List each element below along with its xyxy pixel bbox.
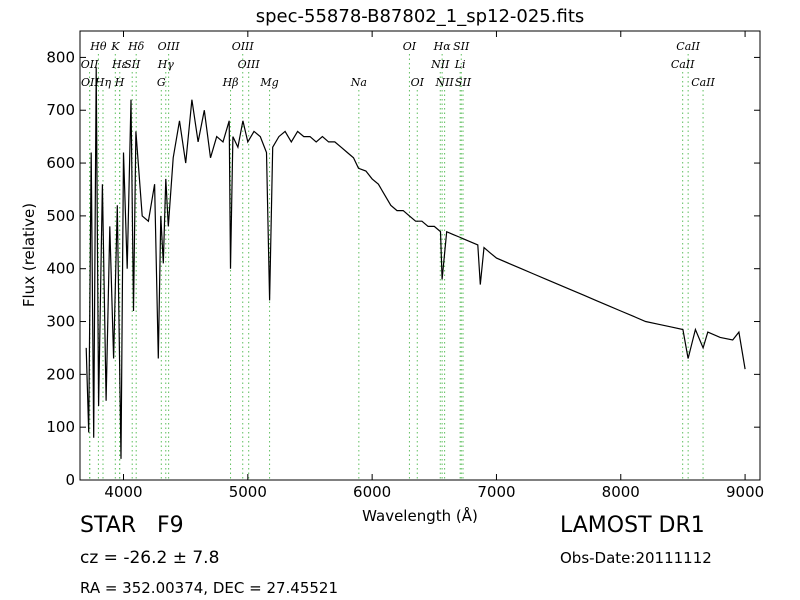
line-marker-label: OI bbox=[403, 40, 417, 53]
line-marker-label: OIII bbox=[232, 40, 255, 53]
line-marker-label: Hε bbox=[111, 58, 128, 71]
x-axis-label: Wavelength (Å) bbox=[362, 506, 478, 525]
line-marker-label: G bbox=[157, 76, 166, 89]
y-tick-label: 700 bbox=[46, 101, 75, 119]
x-tick-label: 5000 bbox=[229, 483, 267, 501]
line-marker-label: CaII bbox=[671, 58, 695, 71]
line-marker-label: OII bbox=[81, 58, 99, 71]
y-tick-label: 400 bbox=[46, 260, 75, 278]
line-marker: OI bbox=[403, 40, 417, 480]
line-marker-label: Na bbox=[350, 76, 367, 89]
line-marker-label: OIII bbox=[238, 58, 261, 71]
y-tick-label: 800 bbox=[46, 48, 75, 66]
line-marker: Na bbox=[350, 76, 367, 480]
x-axis-ticks: 4000 5000 6000 7000 8000 9000 bbox=[104, 31, 764, 501]
line-marker: Hβ bbox=[222, 76, 239, 480]
object-subclass: F9 bbox=[157, 513, 184, 538]
line-marker: Hε bbox=[111, 58, 128, 480]
line-marker-label: OII bbox=[81, 76, 99, 89]
line-marker: Hγ bbox=[157, 58, 175, 480]
line-marker: CaII bbox=[676, 40, 701, 480]
line-marker: OIII bbox=[158, 40, 181, 480]
chart-title: spec-55878-B87802_1_sp12-025.fits bbox=[256, 6, 585, 27]
x-tick-label: 7000 bbox=[477, 483, 515, 501]
line-marker: SII bbox=[453, 40, 470, 480]
y-tick-label: 500 bbox=[46, 207, 75, 225]
survey-name: LAMOST DR1 bbox=[560, 513, 705, 538]
line-marker: G bbox=[157, 76, 166, 480]
plot-frame bbox=[79, 30, 761, 481]
line-marker: H bbox=[114, 76, 125, 480]
line-marker-label: Hθ bbox=[89, 40, 107, 53]
x-tick-label: 6000 bbox=[353, 483, 391, 501]
line-marker-label: CaII bbox=[691, 76, 715, 89]
line-marker-label: NII bbox=[434, 76, 454, 89]
line-marker-label: Hη bbox=[94, 76, 112, 89]
line-marker: CaII bbox=[691, 76, 716, 480]
line-marker: Hδ bbox=[127, 40, 145, 480]
line-marker: SII bbox=[455, 76, 472, 480]
x-tick-label: 4000 bbox=[104, 483, 142, 501]
line-marker-label: Hα bbox=[433, 40, 452, 53]
line-marker-label: SII bbox=[455, 76, 472, 89]
y-tick-label: 600 bbox=[46, 154, 75, 172]
line-marker: NII bbox=[430, 58, 450, 480]
line-marker-label: Mg bbox=[259, 76, 278, 89]
line-marker: OI bbox=[411, 76, 425, 480]
y-tick-label: 100 bbox=[46, 418, 75, 436]
x-tick-label: 9000 bbox=[726, 483, 764, 501]
y-tick-label: 0 bbox=[65, 471, 75, 489]
object-type: STAR bbox=[80, 513, 137, 538]
line-marker-label: SII bbox=[124, 58, 141, 71]
line-marker: Li bbox=[454, 58, 466, 480]
line-marker: OIII bbox=[238, 58, 261, 480]
sky-coordinates: RA = 352.00374, DEC = 27.45521 bbox=[80, 579, 339, 597]
line-marker-label: OIII bbox=[158, 40, 181, 53]
spectrum-flux-line bbox=[85, 67, 746, 459]
line-marker: CaII bbox=[671, 58, 695, 480]
line-marker-label: NII bbox=[430, 58, 450, 71]
redshift-value: cz = -26.2 ± 7.8 bbox=[80, 548, 220, 568]
line-marker-label: OI bbox=[411, 76, 425, 89]
line-marker-label: K bbox=[110, 40, 120, 53]
line-marker-label: SII bbox=[453, 40, 470, 53]
line-marker-label: Hδ bbox=[127, 40, 145, 53]
y-tick-label: 200 bbox=[46, 365, 75, 383]
observation-date: Obs-Date:20111112 bbox=[560, 549, 712, 567]
line-marker-label: Li bbox=[454, 58, 466, 71]
line-marker-label: CaII bbox=[676, 40, 700, 53]
y-tick-label: 300 bbox=[46, 313, 75, 331]
x-tick-label: 8000 bbox=[602, 483, 640, 501]
line-marker: SII bbox=[124, 58, 141, 480]
line-marker-label: Hβ bbox=[222, 76, 239, 89]
line-marker: NII bbox=[434, 76, 454, 480]
line-marker-label: H bbox=[114, 76, 125, 89]
line-marker: Hη bbox=[94, 76, 112, 480]
line-marker-label: Hγ bbox=[157, 58, 175, 71]
line-marker: OIII bbox=[232, 40, 255, 480]
line-marker: Hθ bbox=[89, 40, 107, 480]
y-axis-label: Flux (relative) bbox=[20, 203, 38, 307]
y-axis-ticks: 0 100 200 300 400 500 600 700 800 bbox=[46, 48, 760, 489]
